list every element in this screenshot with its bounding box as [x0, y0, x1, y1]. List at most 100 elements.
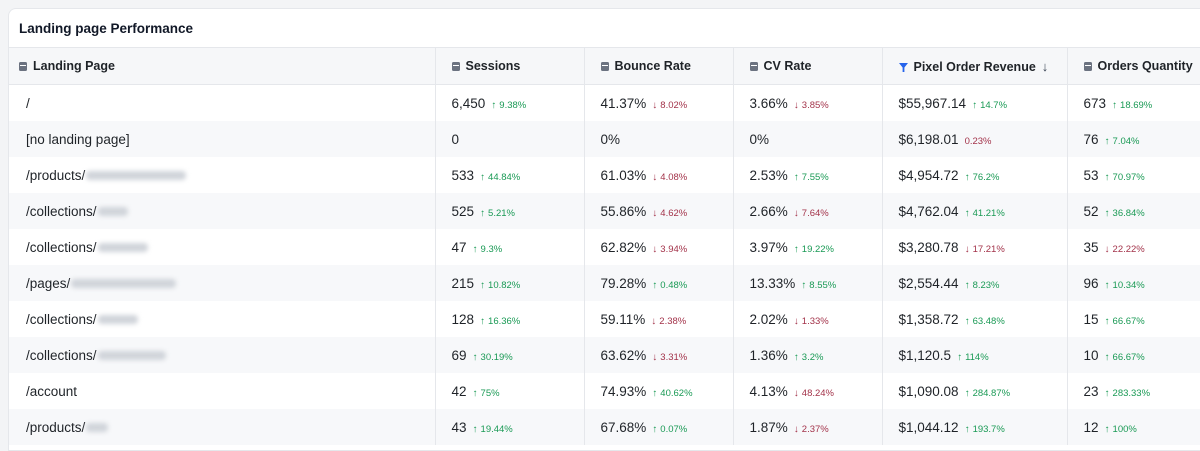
- landing-page-cell[interactable]: /collections/: [9, 229, 436, 265]
- arrow-up-icon: ↑: [472, 351, 478, 363]
- revenue-cell: $1,044.12 ↑ 193.7%: [882, 409, 1068, 445]
- metric-value: 2.66%: [749, 203, 788, 219]
- arrow-up-icon: ↑: [491, 99, 497, 111]
- column-header-landing-page[interactable]: Landing Page: [9, 48, 436, 85]
- arrow-up-icon: ↑: [472, 243, 478, 255]
- bounce-rate-cell: 59.11% ↓ 2.38%: [584, 301, 734, 337]
- cv-rate-cell: 13.33% ↑ 8.55%: [733, 265, 883, 301]
- cv-rate-cell: 3.97% ↑ 19.22%: [733, 229, 883, 265]
- table-row[interactable]: /collections/128 ↑ 16.36% 59.11% ↓ 2.38% 2.02%…: [9, 301, 1200, 337]
- cv-rate-cell: 4.13% ↓ 48.24%: [733, 373, 883, 409]
- arrow-up-icon: ↑: [793, 171, 799, 183]
- bounce-rate-cell: 0%: [584, 121, 734, 157]
- orders-quantity-cell: 673 ↑ 18.69%: [1067, 84, 1200, 121]
- arrow-up-icon: ↑: [480, 315, 486, 327]
- metric-value: 1.36%: [749, 347, 788, 363]
- change-percent: 70.97%: [1112, 171, 1145, 183]
- change-percent: 36.84%: [1112, 207, 1145, 219]
- metric-value: $1,120.5: [898, 347, 952, 363]
- bounce-rate-cell: 63.62% ↓ 3.31%: [584, 337, 734, 373]
- landing-page-cell[interactable]: [no landing page]: [9, 121, 436, 157]
- cv-rate-cell: 2.66% ↓ 7.64%: [733, 193, 883, 229]
- change-percent: 19.44%: [480, 423, 513, 435]
- column-label: Bounce Rate: [614, 59, 691, 73]
- metric-value: 74.93%: [600, 383, 647, 399]
- arrow-up-icon: ↑: [964, 207, 970, 219]
- column-header-pixel-order-revenue[interactable]: Pixel Order Revenue ↓: [882, 48, 1068, 85]
- change-percent: 44.84%: [488, 171, 521, 183]
- metric-value: 1.87%: [749, 419, 788, 435]
- change-badge: ↓ 3.94%: [652, 244, 687, 255]
- landing-page-path: /collections/: [26, 347, 97, 363]
- change-badge: ↑ 41.21%: [965, 208, 1005, 219]
- metric-value: 67.68%: [600, 419, 647, 435]
- change-badge: ↑ 66.67%: [1105, 352, 1145, 363]
- change-badge: ↑ 193.7%: [965, 424, 1005, 435]
- landing-page-cell[interactable]: /account: [9, 373, 436, 409]
- change-badge: ↑ 10.34%: [1105, 280, 1145, 291]
- change-badge: ↑ 10.82%: [480, 280, 520, 291]
- orders-quantity-cell: 76 ↑ 7.04%: [1067, 121, 1200, 157]
- landing-page-cell[interactable]: /collections/: [9, 193, 436, 229]
- metric-value: $1,358.72: [898, 311, 959, 327]
- change-percent: 7.64%: [801, 207, 829, 219]
- arrow-down-icon: ↓: [793, 387, 799, 399]
- change-badge: ↓ 3.31%: [652, 352, 687, 363]
- table-row[interactable]: [no landing page] 0 0% 0% $6,198.01 0.23% 76 ↑ 7…: [9, 121, 1200, 157]
- metric-value: 2.53%: [749, 167, 788, 183]
- change-badge: ↑ 5.21%: [480, 208, 515, 219]
- table-row[interactable]: /collections/69 ↑ 30.19% 63.62% ↓ 3.31% 1.36% ↑…: [9, 337, 1200, 373]
- metric-value: 63.62%: [600, 347, 647, 363]
- table-row[interactable]: /products/43 ↑ 19.44% 67.68% ↑ 0.07% 1.87% ↓ 2.3…: [9, 409, 1200, 445]
- table-row[interactable]: /account 42 ↑ 75% 74.93% ↑ 40.62% 4.13% ↓ 48.24% $…: [9, 373, 1200, 409]
- arrow-up-icon: ↑: [964, 315, 970, 327]
- change-percent: 283.33%: [1112, 387, 1151, 399]
- table-row[interactable]: /6,450 ↑ 9.38% 41.37% ↓ 8.02% 3.66% ↓ 3.85% $55,9…: [9, 84, 1200, 121]
- column-header-cv-rate[interactable]: CV Rate: [733, 48, 883, 85]
- landing-page-cell[interactable]: /: [9, 84, 436, 121]
- revenue-cell: $2,554.44 ↑ 8.23%: [882, 265, 1068, 301]
- arrow-down-icon: ↓: [652, 207, 658, 219]
- arrow-up-icon: ↑: [480, 207, 486, 219]
- table-row[interactable]: /collections/47 ↑ 9.3% 62.82% ↓ 3.94% 3.97% ↑ 19…: [9, 229, 1200, 265]
- change-percent: 8.55%: [809, 279, 837, 291]
- change-badge: ↑ 70.97%: [1105, 172, 1145, 183]
- landing-page-cell[interactable]: /collections/: [9, 337, 436, 373]
- landing-page-path: /collections/: [26, 203, 97, 219]
- column-header-sessions[interactable]: Sessions: [435, 48, 585, 85]
- table-row[interactable]: /collections/525 ↑ 5.21% 55.86% ↓ 4.62% 2.66% ↓…: [9, 193, 1200, 229]
- change-badge: ↑ 66.67%: [1105, 316, 1145, 327]
- change-percent: 22.22%: [1112, 243, 1145, 255]
- table-row[interactable]: /products/533 ↑ 44.84% 61.03% ↓ 4.08% 2.53% ↑ 7.…: [9, 157, 1200, 193]
- metric-value: 3.97%: [749, 239, 788, 255]
- arrow-up-icon: ↑: [1104, 423, 1110, 435]
- cv-rate-cell: 3.66% ↓ 3.85%: [733, 84, 883, 121]
- landing-page-cell[interactable]: /pages/: [9, 265, 436, 301]
- metric-value: 2.02%: [749, 311, 788, 327]
- sort-descending-icon[interactable]: ↓: [1041, 58, 1049, 74]
- card-title: Landing page Performance: [9, 9, 1200, 48]
- sessions-cell: 215 ↑ 10.82%: [435, 265, 585, 301]
- metric-value: 12: [1083, 419, 1099, 435]
- column-header-orders-quantity[interactable]: Orders Quantity: [1067, 48, 1200, 85]
- landing-page-path: /: [26, 95, 30, 111]
- change-badge: ↑ 76.2%: [965, 172, 1000, 183]
- bounce-rate-cell: 61.03% ↓ 4.08%: [584, 157, 734, 193]
- metric-value: 13.33%: [749, 275, 796, 291]
- landing-page-cell[interactable]: /products/: [9, 409, 436, 445]
- column-header-bounce-rate[interactable]: Bounce Rate: [584, 48, 734, 85]
- change-percent: 9.3%: [480, 243, 503, 255]
- change-percent: 9.38%: [499, 99, 527, 111]
- table-row[interactable]: /pages/215 ↑ 10.82% 79.28% ↑ 0.48% 13.33% ↑ 8.55…: [9, 265, 1200, 301]
- landing-page-cell[interactable]: /collections/: [9, 301, 436, 337]
- sessions-cell: 525 ↑ 5.21%: [435, 193, 585, 229]
- change-percent: 193.7%: [972, 423, 1005, 435]
- change-percent: 10.82%: [488, 279, 521, 291]
- redacted-path-segment: [86, 171, 187, 181]
- sessions-cell: 69 ↑ 30.19%: [435, 337, 585, 373]
- metric-value: $2,554.44: [898, 275, 959, 291]
- arrow-up-icon: ↑: [1104, 135, 1110, 147]
- metric-value: 69: [451, 347, 467, 363]
- landing-page-cell[interactable]: /products/: [9, 157, 436, 193]
- sessions-cell: 0: [435, 121, 585, 157]
